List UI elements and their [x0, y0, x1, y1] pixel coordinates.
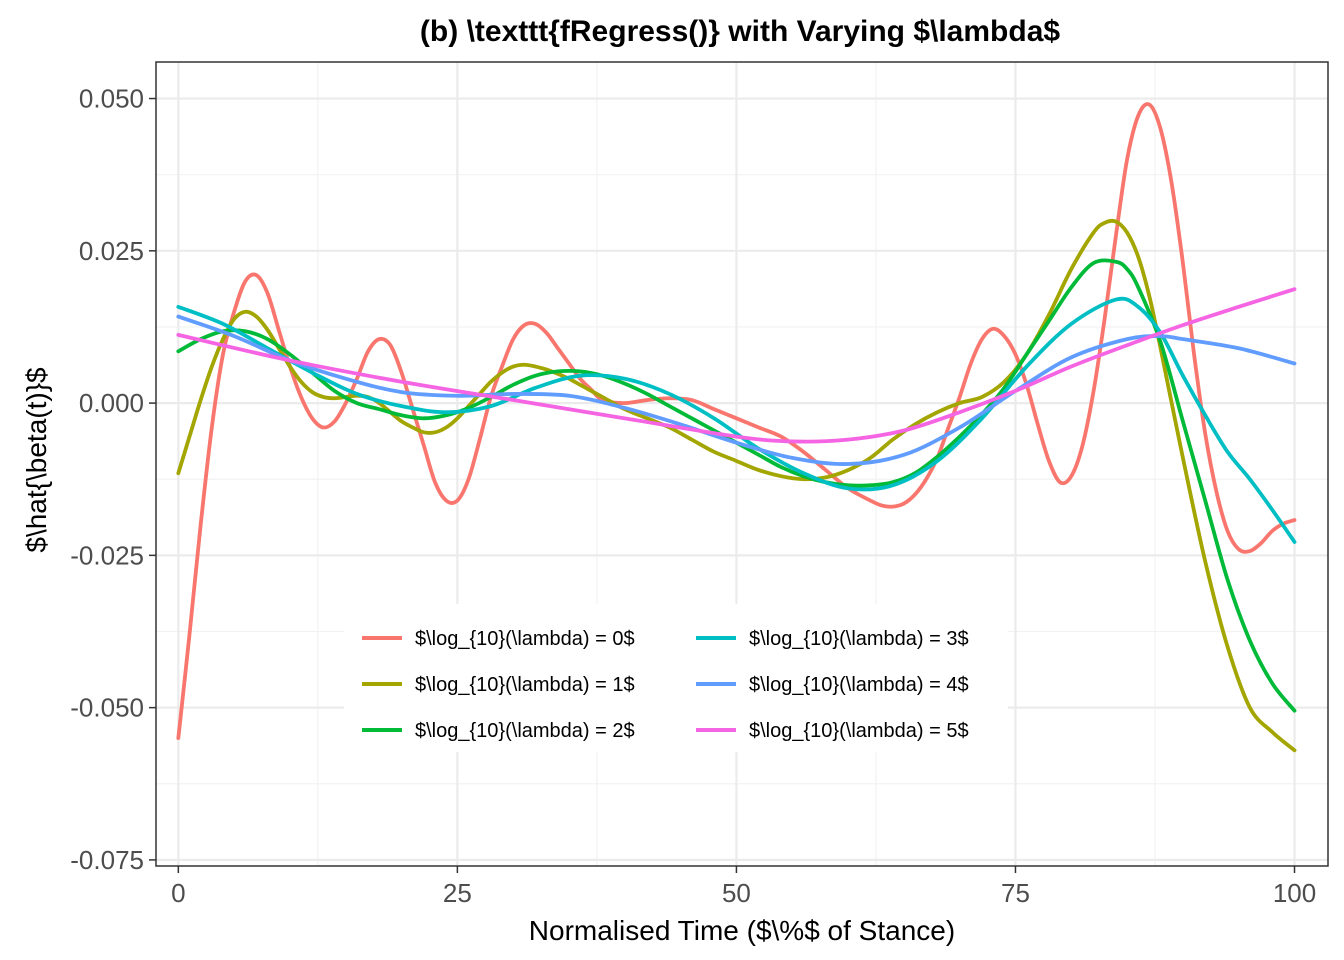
y-tick-label: -0.075: [70, 845, 144, 875]
y-tick-label: 0.000: [79, 388, 144, 418]
series-line-3: [176, 296, 1297, 544]
y-tick-label: -0.025: [70, 540, 144, 570]
legend: $\log_{10}(\lambda) = 0$ $\log_{10}(\lamb…: [344, 604, 1008, 752]
axis-ticks: [149, 97, 1296, 873]
legend-label-3: $\log_{10}(\lambda) = 3$: [749, 628, 969, 650]
x-tick-label: 0: [171, 878, 185, 908]
series-line-5: [176, 287, 1297, 444]
legend-label-1: $\log_{10}(\lambda) = 1$: [415, 674, 635, 696]
legend-background: [344, 604, 1008, 752]
series-line-0: [176, 102, 1297, 740]
chart-title: (b) \texttt{fRegress()} with Varying $\l…: [420, 15, 1060, 48]
legend-label-0: $\log_{10}(\lambda) = 0$: [415, 628, 635, 650]
y-tick-labels: 0.050 0.025 0.000 -0.025 -0.050 -0.075: [70, 84, 144, 875]
x-tick-labels: 0 25 50 75 100: [171, 878, 1316, 908]
x-tick-label: 50: [722, 878, 751, 908]
legend-label-5: $\log_{10}(\lambda) = 5$: [749, 720, 969, 742]
legend-label-2: $\log_{10}(\lambda) = 2$: [415, 720, 635, 742]
series-lines: [176, 102, 1297, 753]
y-axis-label: $\hat{\beta(t)}$: [21, 367, 52, 553]
legend-label-4: $\log_{10}(\lambda) = 4$: [749, 674, 969, 696]
y-tick-label: 0.050: [79, 84, 144, 114]
series-line-2: [176, 258, 1297, 713]
plot-panel-border: [155, 61, 1329, 867]
x-axis-label: Normalised Time ($\%$ of Stance): [529, 915, 955, 946]
x-tick-label: 100: [1273, 878, 1316, 908]
x-tick-label: 75: [1001, 878, 1030, 908]
y-tick-label: -0.050: [70, 693, 144, 723]
series-line-4: [176, 314, 1297, 466]
series-line-1: [176, 218, 1297, 753]
x-tick-label: 25: [443, 878, 472, 908]
y-tick-label: 0.025: [79, 236, 144, 266]
